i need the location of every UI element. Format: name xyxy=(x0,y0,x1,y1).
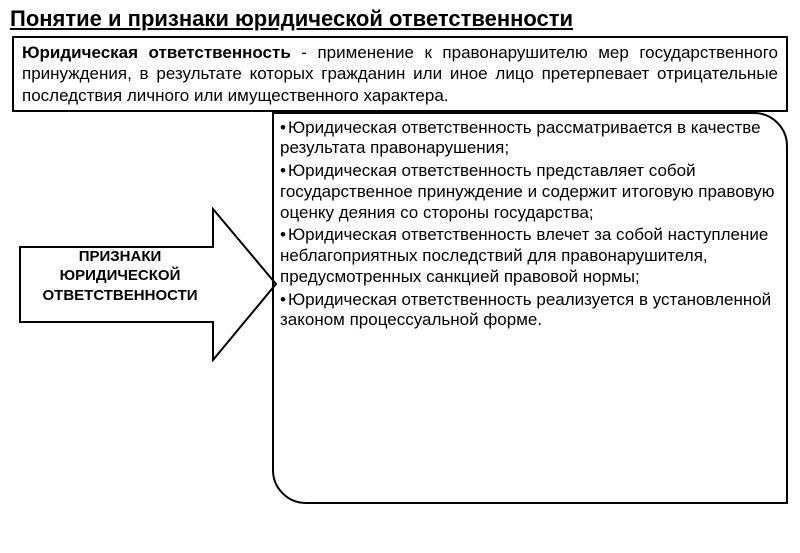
feature-item: Юридическая ответственность представляет… xyxy=(280,161,776,223)
features-box: Юридическая ответственность рассматривае… xyxy=(272,112,788,504)
definition-term: Юридическая ответственность xyxy=(22,43,291,62)
lower-region: ПРИЗНАКИ ЮРИДИЧЕСКОЙ ОТВЕТСТВЕННОСТИ Юри… xyxy=(0,112,800,507)
arrow-label: ПРИЗНАКИ ЮРИДИЧЕСКОЙ ОТВЕТСТВЕННОСТИ xyxy=(30,247,210,306)
feature-item: Юридическая ответственность рассматривае… xyxy=(280,118,776,159)
feature-item: Юридическая ответственность реализуется … xyxy=(280,290,776,331)
feature-item: Юридическая ответственность влечет за со… xyxy=(280,225,776,287)
arrow-shape: ПРИЗНАКИ ЮРИДИЧЕСКОЙ ОТВЕТСТВЕННОСТИ xyxy=(18,207,278,362)
page-title: Понятие и признаки юридической ответстве… xyxy=(0,0,800,34)
definition-box: Юридическая ответственность - применение… xyxy=(12,36,788,112)
features-list: Юридическая ответственность рассматривае… xyxy=(280,118,776,331)
